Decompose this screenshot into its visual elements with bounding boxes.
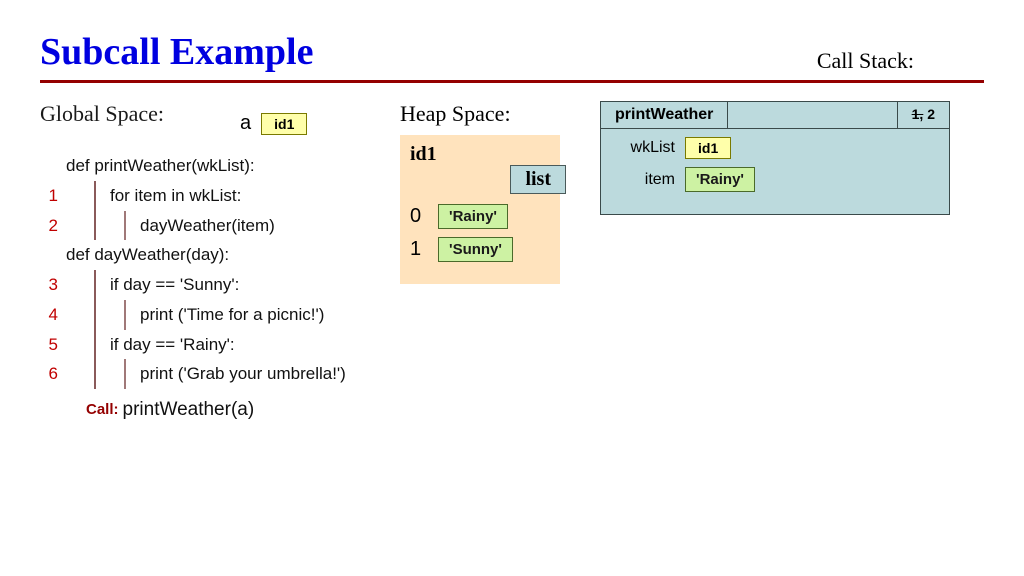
frame-var-name: item <box>615 171 675 189</box>
frame-line-old: 1, <box>912 106 924 122</box>
line-num-2: 2 <box>40 211 58 241</box>
code-l3: if day == 'Sunny': <box>110 275 239 294</box>
title-rule <box>40 80 984 83</box>
frame-line-new: 2 <box>927 106 935 122</box>
frame-var-name: wkList <box>615 139 675 157</box>
stack-column: printWeather 1, 2 wkList id1 item 'Rainy… <box>600 101 984 426</box>
frame-line-number: 1, 2 <box>897 102 949 129</box>
heap-item-value: 'Sunny' <box>438 237 513 262</box>
line-num-4: 4 <box>40 300 58 330</box>
line-num-6: 6 <box>40 359 58 389</box>
code-def2: def dayWeather(day): <box>66 240 229 270</box>
frame-function-name: printWeather <box>601 102 728 129</box>
left-column: Global Space: a id1 def printWeather(wkL… <box>40 101 400 426</box>
line-num-3: 3 <box>40 270 58 300</box>
heap-item-row: 0 'Rainy' <box>410 204 550 229</box>
global-var-a-value: id1 <box>261 113 307 135</box>
heap-object-id: id1 <box>410 143 550 166</box>
global-space-row: Global Space: <box>40 101 400 127</box>
frame-var-value: 'Rainy' <box>685 167 755 192</box>
stack-frame: printWeather 1, 2 wkList id1 item 'Rainy… <box>600 101 950 215</box>
code-l6: print ('Grab your umbrella!') <box>140 364 346 383</box>
code-l4: print ('Time for a picnic!') <box>140 305 324 324</box>
line-num-5: 5 <box>40 330 58 360</box>
code-def1: def printWeather(wkList): <box>66 151 255 181</box>
global-space-label: Global Space: <box>40 101 164 127</box>
frame-var-row: wkList id1 <box>615 137 935 159</box>
heap-column: Heap Space: id1 list 0 'Rainy' 1 'Sunny' <box>400 101 600 426</box>
call-text: printWeather(a) <box>123 393 255 426</box>
heap-object: id1 list 0 'Rainy' 1 'Sunny' <box>400 135 560 284</box>
frame-var-value: id1 <box>685 137 731 159</box>
code-block: def printWeather(wkList): 1 for item in w… <box>40 151 400 426</box>
code-l2: dayWeather(item) <box>140 216 275 235</box>
heap-space-label: Heap Space: <box>400 101 600 127</box>
heap-item-index: 0 <box>410 205 428 228</box>
call-stack-label: Call Stack: <box>817 48 914 74</box>
frame-var-row: item 'Rainy' <box>615 167 935 192</box>
global-var-a: a <box>240 112 251 135</box>
heap-item-value: 'Rainy' <box>438 204 508 229</box>
code-l1: for item in wkList: <box>110 186 241 205</box>
call-label: Call: <box>86 397 119 423</box>
line-num-1: 1 <box>40 181 58 211</box>
code-l5: if day == 'Rainy': <box>110 335 235 354</box>
heap-object-type: list <box>510 165 566 194</box>
heap-item-row: 1 'Sunny' <box>410 237 550 262</box>
heap-item-index: 1 <box>410 238 428 261</box>
